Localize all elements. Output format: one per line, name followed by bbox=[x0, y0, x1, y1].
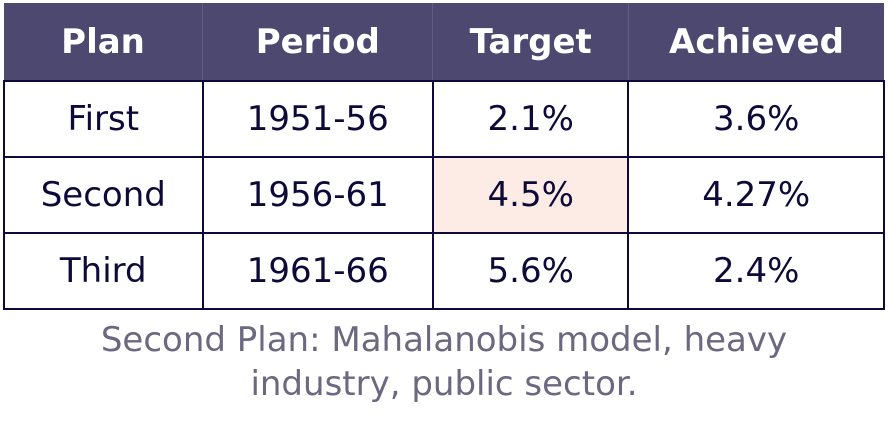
row: Third 1961-66 5.6% 2.4% bbox=[3, 232, 885, 310]
header-cell: Plan bbox=[4, 3, 203, 81]
cell: 4.27% bbox=[627, 156, 885, 234]
cell: 2.4% bbox=[627, 232, 885, 310]
row: First 1951-56 2.1% 3.6% bbox=[3, 80, 885, 158]
header-cell: Achieved bbox=[627, 3, 884, 81]
cell: Second bbox=[3, 156, 204, 234]
header-cell: Period bbox=[202, 3, 433, 81]
caption: Second Plan: Mahalanobis model, heavy in… bbox=[100, 320, 788, 404]
cell: 1951-56 bbox=[201, 80, 434, 158]
cell: 5.6% bbox=[431, 232, 630, 310]
highlighted-cell: 4.5% bbox=[431, 156, 630, 234]
header-row: Plan Period Target Achieved bbox=[4, 3, 884, 81]
cell: 2.1% bbox=[431, 80, 630, 158]
cell: First bbox=[3, 80, 204, 158]
cell: 3.6% bbox=[627, 80, 885, 158]
cell: Third bbox=[3, 232, 204, 310]
cell: 1961-66 bbox=[201, 232, 434, 310]
plan-table: Plan Period Target Achieved First 1951-5… bbox=[3, 3, 885, 310]
cell: 1956-61 bbox=[201, 156, 434, 234]
header-cell: Target bbox=[432, 3, 629, 81]
row: Second 1956-61 4.5% 4.27% bbox=[3, 156, 885, 234]
